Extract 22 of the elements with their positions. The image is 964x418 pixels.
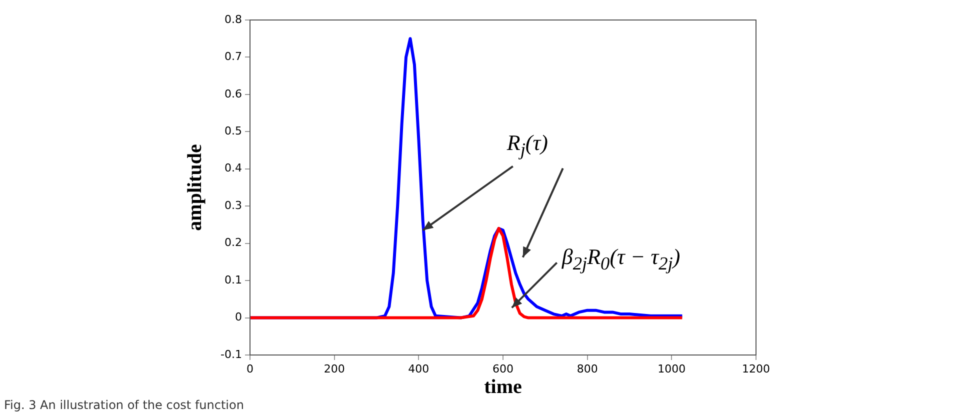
y-tick-label: 0.6 xyxy=(224,87,242,100)
annotation: R$_{j}$(τ) xyxy=(506,130,548,161)
x-tick-label: 0 xyxy=(246,362,254,376)
x-tick-label: 800 xyxy=(576,362,598,376)
x-tick-label: 200 xyxy=(324,362,345,376)
y-tick-label: 0.4 xyxy=(224,162,242,175)
y-tick-label: 0.5 xyxy=(224,124,242,138)
y-tick-label: 0.8 xyxy=(224,12,242,26)
x-axis-title: time xyxy=(484,376,522,398)
y-axis-title: amplitude xyxy=(184,144,206,231)
y-tick-label: 0.1 xyxy=(224,273,242,286)
x-tick-label: 400 xyxy=(408,362,430,376)
annotation: β$_{2j}$R$_{0}$(τ − τ$_{2j}$) xyxy=(562,244,680,274)
y-tick-label: 0 xyxy=(235,310,242,324)
y-tick-label: 0.7 xyxy=(224,50,242,64)
y-tick-label: 0.3 xyxy=(224,198,242,212)
x-tick-label: 1000 xyxy=(658,362,686,376)
y-tick-label: -0.1 xyxy=(220,348,242,361)
x-tick-label: 600 xyxy=(492,362,514,376)
caption: Fig. 3 An illustration of the cost function xyxy=(4,398,244,412)
y-tick-label: 0.2 xyxy=(224,236,242,250)
x-tick-label: 1200 xyxy=(742,362,770,376)
